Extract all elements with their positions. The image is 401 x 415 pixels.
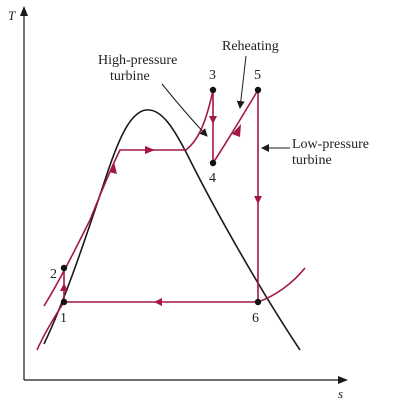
superheat-isobar-tail [257,267,306,303]
arrow-heating-left-icon [109,162,117,174]
arrow-4-5-icon [232,124,241,137]
process-2-3-heating [43,89,214,307]
state-label-3: 3 [209,68,216,83]
state-label-2: 2 [50,267,57,282]
state-point-1 [60,298,68,306]
hp-turbine-label-line2: turbine [110,69,150,84]
lp-turbine-label-line1: Low-pressure [292,137,369,152]
compressed-liquid-line [36,301,65,351]
state-point-6 [254,298,262,306]
lp-turbine-label-line2: turbine [292,153,332,168]
arrow-3-4-icon [209,116,217,124]
state-point-4 [209,159,217,167]
state-label-4: 4 [209,171,216,186]
reheating-leader [236,55,247,109]
reheating-label: Reheating [222,39,279,54]
y-axis-label: T [8,8,16,23]
arrow-5-6-icon [254,196,262,204]
process-4-5-reheating [212,89,259,164]
y-axis-arrow-icon [20,6,28,16]
arrow-6-1-icon [154,298,162,306]
state-point-2 [60,264,68,272]
x-axis-arrow-icon [338,376,348,384]
state-point-5 [254,86,262,94]
state-label-6: 6 [252,311,259,326]
arrow-1-2-icon [60,283,68,291]
state-point-3 [209,86,217,94]
hp-turbine-leader [161,83,208,137]
state-label-1: 1 [60,311,67,326]
hp-turbine-label-line1: High-pressure [98,53,177,68]
state-label-5: 5 [254,68,261,83]
saturation-dome [43,109,301,351]
arrow-evaporation-icon [145,146,155,154]
x-axis-label: s [338,386,343,401]
